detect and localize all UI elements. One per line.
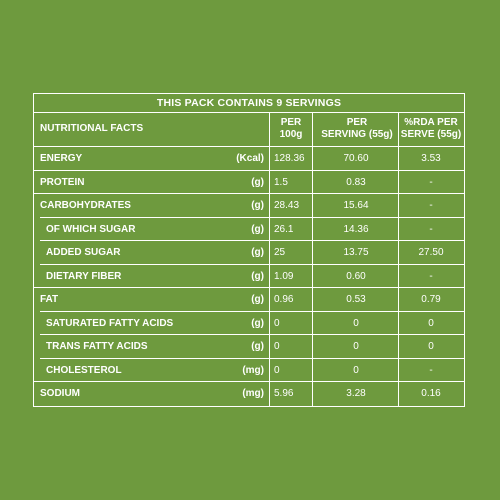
- value-per-100g: 1.09: [274, 270, 294, 282]
- row-divider: [40, 216, 464, 218]
- value-per-serving: 0: [353, 364, 359, 376]
- nutrient-unit: (mg): [242, 388, 264, 400]
- nutrient-unit: (g): [251, 317, 264, 329]
- value-per-100g: 0: [274, 364, 280, 376]
- nutrient-name: CARBOHYDRATES: [40, 200, 131, 212]
- value-per-serving: 14.36: [343, 223, 369, 235]
- value-per-100g: 1.5: [274, 176, 288, 188]
- column-header-per-100g-line1: PER: [280, 117, 302, 128]
- table-row: ENERGY (Kcal) 128.36 70.60 3.53: [34, 147, 464, 171]
- nutrient-unit: (g): [251, 341, 264, 353]
- nutrient-name: ENERGY: [40, 153, 83, 165]
- value-per-serving: 13.75: [343, 247, 369, 259]
- value-per-100g: 28.43: [274, 200, 300, 212]
- nutrient-unit: (g): [251, 294, 264, 306]
- nutrient-unit: (g): [251, 270, 264, 282]
- column-header-per-serving-line2: SERVING (55g): [321, 129, 393, 140]
- column-divider: [269, 112, 270, 406]
- value-per-serving: 15.64: [343, 200, 369, 212]
- column-header-per-100g-line2: 100g: [279, 129, 303, 140]
- column-header-nutrient: NUTRITIONAL FACTS: [40, 123, 144, 134]
- value-per-serving: 0.60: [346, 270, 366, 282]
- value-per-serving: 0.53: [346, 294, 366, 306]
- table-row: CARBOHYDRATES (g) 28.43 15.64 -: [34, 194, 464, 218]
- value-per-serving: 0: [353, 317, 359, 329]
- column-header-rda-line2: SERVE (55g): [400, 129, 462, 140]
- nutrient-name: CHOLESTEROL: [46, 364, 122, 376]
- nutrient-unit: (g): [251, 223, 264, 235]
- value-rda: -: [429, 364, 433, 376]
- row-divider: [40, 310, 464, 312]
- column-divider: [312, 112, 313, 406]
- value-per-serving: 3.28: [346, 388, 366, 400]
- value-rda: 27.50: [418, 247, 444, 259]
- table-row: SODIUM (mg) 5.96 3.28 0.16: [34, 382, 464, 406]
- table-row: FAT (g) 0.96 0.53 0.79: [34, 288, 464, 312]
- column-header-per-serving: PER SERVING (55g): [314, 112, 400, 146]
- row-divider: [40, 240, 464, 241]
- value-per-serving: 0.83: [346, 176, 366, 188]
- column-header-rda-line1: %RDA PER: [404, 117, 458, 128]
- nutrient-unit: (Kcal): [236, 153, 264, 165]
- value-per-100g: 25: [274, 247, 286, 259]
- nutrient-name: TRANS FATTY ACIDS: [46, 341, 148, 353]
- table-row: PROTEIN (g) 1.5 0.83 -: [34, 171, 464, 195]
- value-rda: 0.16: [421, 388, 441, 400]
- nutrient-name: ADDED SUGAR: [46, 247, 121, 259]
- table-row: ADDED SUGAR (g) 25 13.75 27.50: [34, 241, 464, 265]
- value-per-100g: 128.36: [274, 153, 305, 165]
- nutrient-name: DIETARY FIBER: [46, 270, 122, 282]
- value-rda: 0: [428, 317, 434, 329]
- value-rda: -: [429, 223, 433, 235]
- nutrient-unit: (g): [251, 176, 264, 188]
- column-header-row: NUTRITIONAL FACTS PER 100g PER SERVING (…: [34, 112, 464, 147]
- nutrient-name: PROTEIN: [40, 176, 85, 188]
- nutrient-name: SODIUM: [40, 388, 80, 400]
- value-rda: 3.53: [421, 153, 441, 165]
- value-rda: -: [429, 270, 433, 282]
- column-header-per-100g: PER 100g: [271, 112, 311, 146]
- value-rda: 0: [428, 341, 434, 353]
- value-per-100g: 0: [274, 317, 280, 329]
- column-header-rda: %RDA PER SERVE (55g): [397, 112, 465, 146]
- nutrient-unit: (mg): [242, 364, 264, 376]
- table-row: CHOLESTEROL (mg) 0 0 -: [34, 359, 464, 383]
- row-divider: [40, 263, 464, 265]
- column-divider: [398, 112, 399, 406]
- value-rda: 0.79: [421, 294, 441, 306]
- nutrient-name: SATURATED FATTY ACIDS: [46, 317, 174, 329]
- nutrient-name: FAT: [40, 294, 59, 306]
- nutrient-unit: (g): [251, 247, 264, 259]
- value-per-100g: 0.96: [274, 294, 294, 306]
- row-divider: [40, 334, 464, 335]
- table-row: OF WHICH SUGAR (g) 26.1 14.36 -: [34, 218, 464, 242]
- row-divider: [40, 357, 464, 359]
- value-per-100g: 5.96: [274, 388, 294, 400]
- nutrient-name: OF WHICH SUGAR: [46, 223, 136, 235]
- value-per-serving: 70.60: [343, 153, 369, 165]
- value-rda: -: [429, 176, 433, 188]
- column-header-per-serving-line1: PER: [346, 117, 368, 128]
- value-per-serving: 0: [353, 341, 359, 353]
- value-per-100g: 0: [274, 341, 280, 353]
- value-rda: -: [429, 200, 433, 212]
- table-title: THIS PACK CONTAINS 9 SERVINGS: [34, 94, 464, 113]
- table-row: DIETARY FIBER (g) 1.09 0.60 -: [34, 265, 464, 289]
- nutrition-table: THIS PACK CONTAINS 9 SERVINGS NUTRITIONA…: [33, 93, 465, 407]
- nutrient-unit: (g): [251, 200, 264, 212]
- value-per-100g: 26.1: [274, 223, 294, 235]
- table-row: TRANS FATTY ACIDS (g) 0 0 0: [34, 335, 464, 359]
- table-row: SATURATED FATTY ACIDS (g) 0 0 0: [34, 312, 464, 336]
